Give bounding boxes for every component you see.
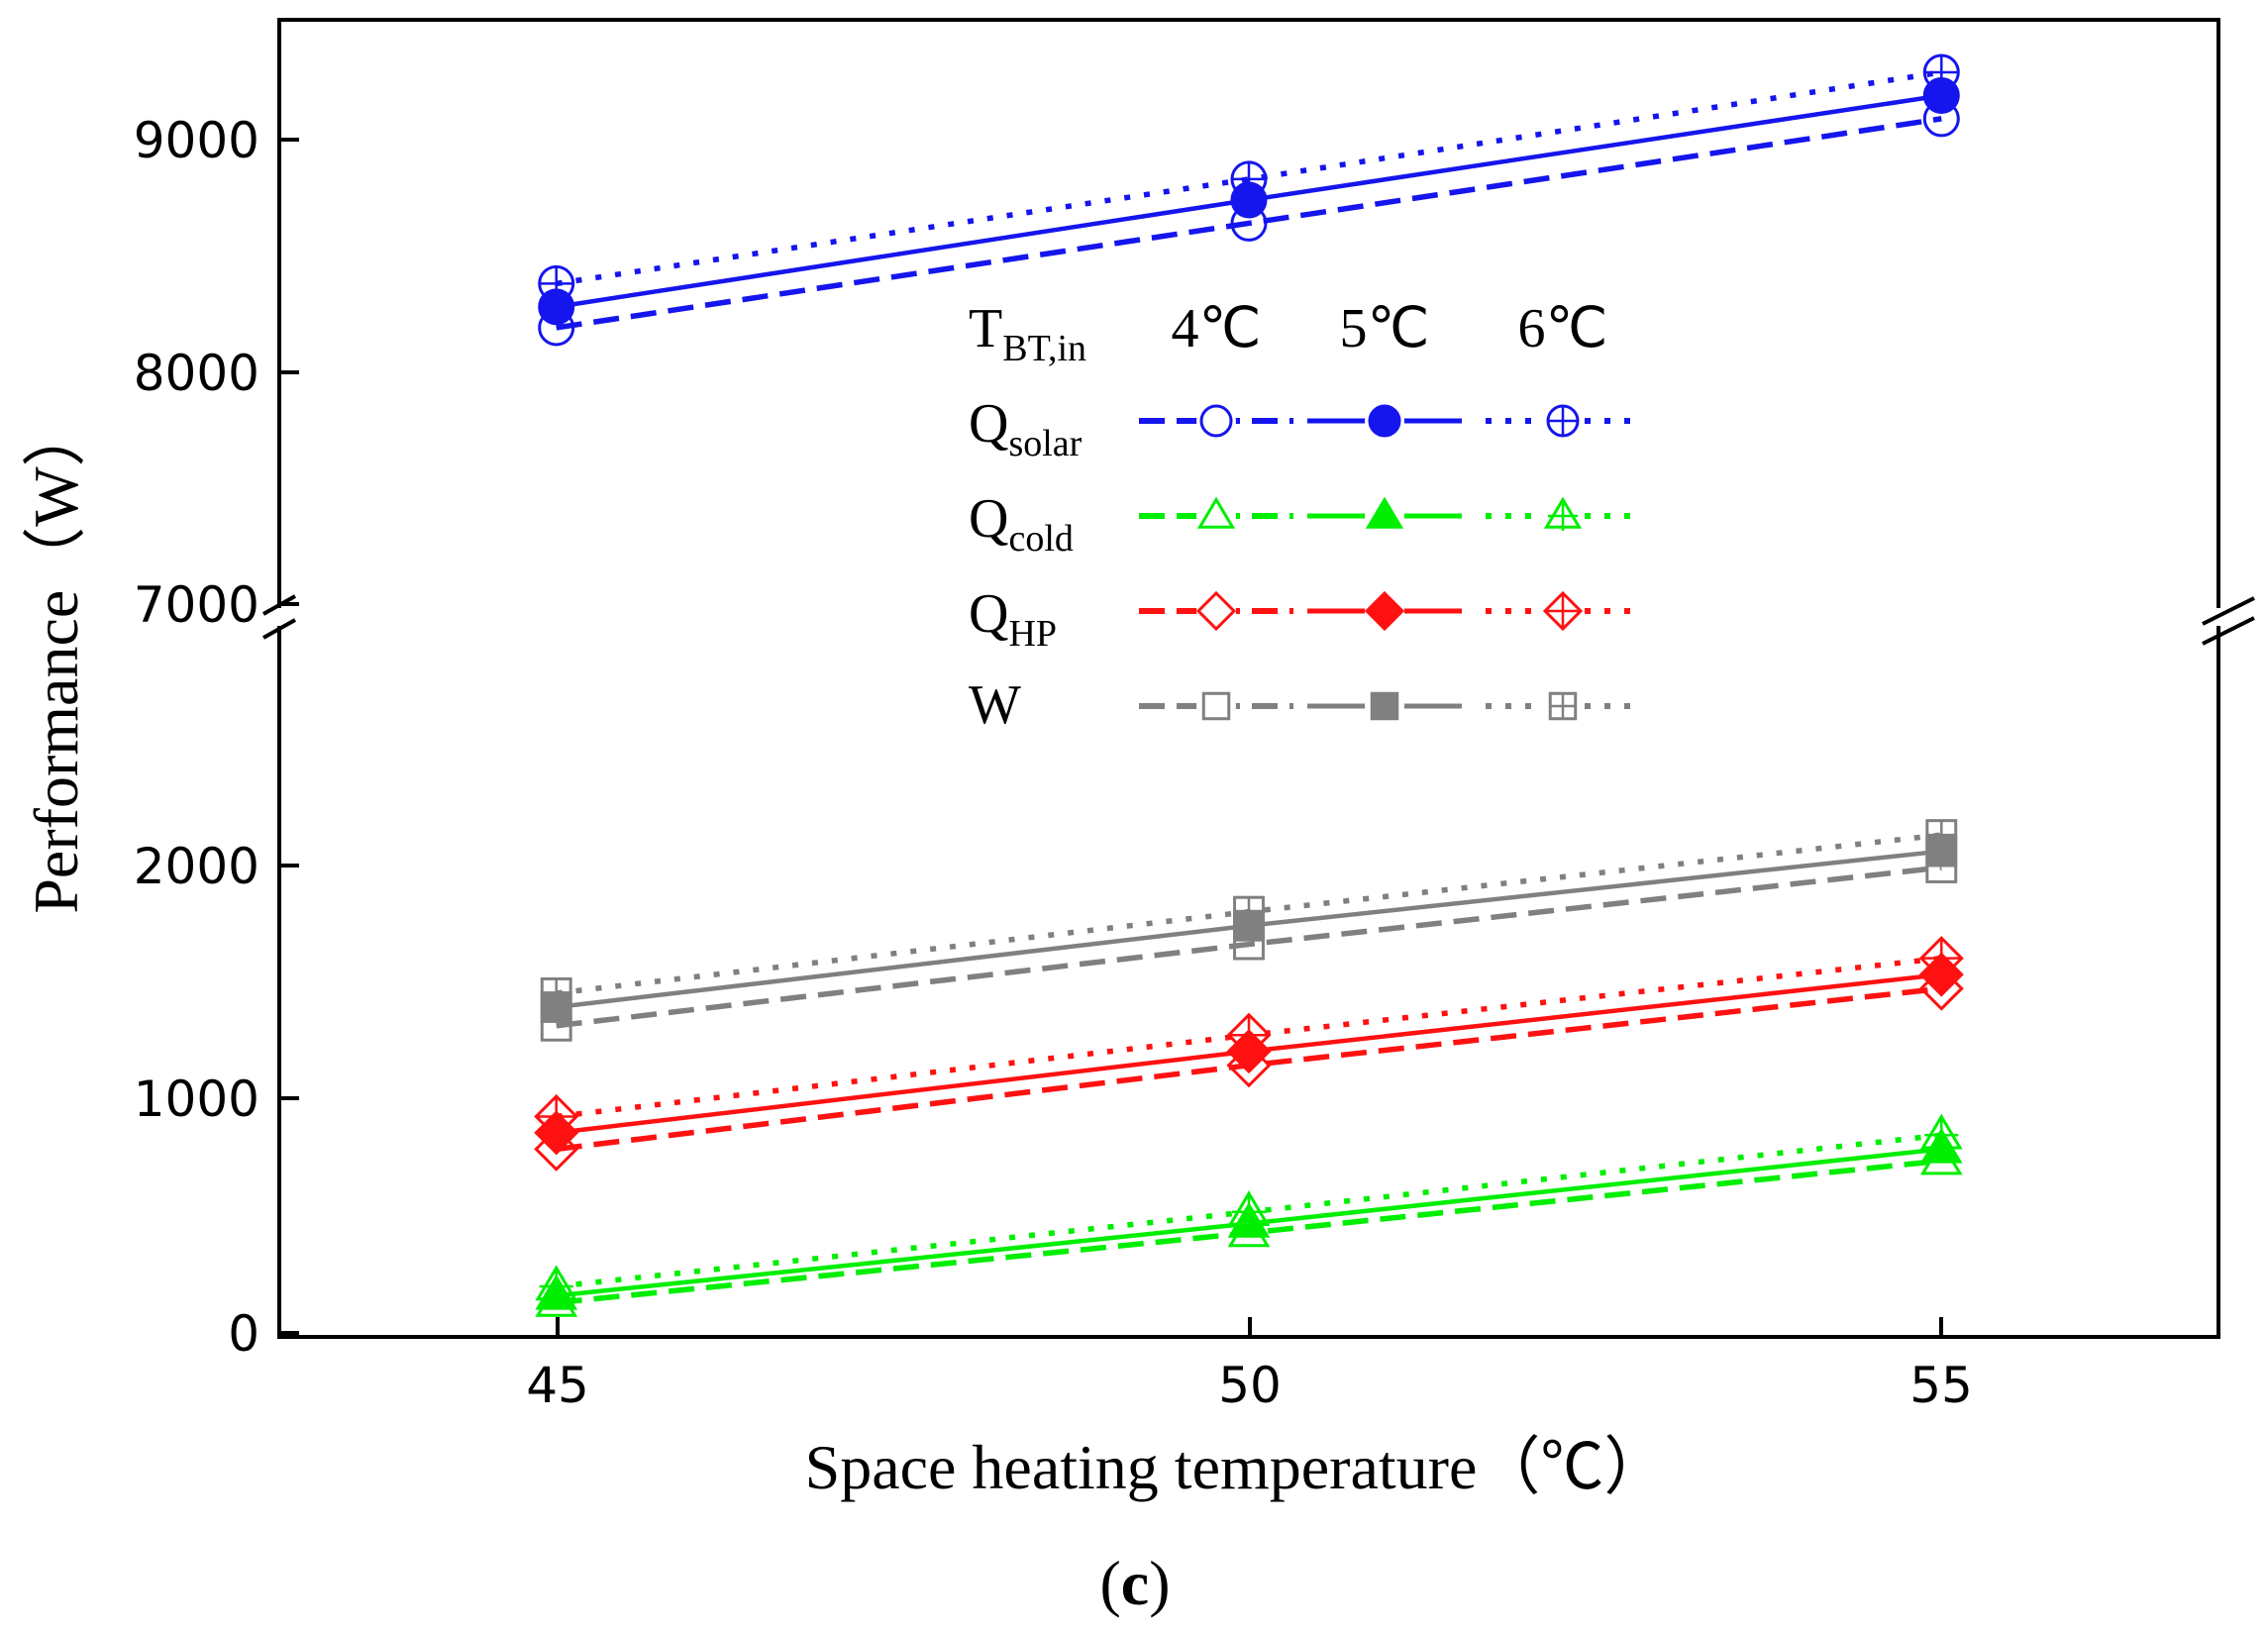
legend-label-q-solar: Qsolar: [969, 393, 1082, 464]
y-axis-ticks: 0 1000 2000 7000 8000 9000: [134, 112, 299, 1363]
legend-marker-backing: [1196, 686, 1236, 726]
x-axis-ticks: 45 50 55: [526, 1317, 1973, 1414]
y-tick-label: 7000: [134, 576, 259, 634]
legend-label-main: Q: [969, 583, 1008, 645]
right-break-slash-bottom: [2202, 616, 2255, 646]
y-tick-label: 0: [228, 1305, 259, 1363]
legend-marker: [1199, 404, 1233, 438]
y-axis-title: Performance（W）: [21, 403, 91, 913]
right-break-slash-top: [2202, 596, 2255, 626]
x-axis-title: Space heating temperature（℃）: [805, 1432, 1668, 1502]
legend-marker-backing: [1196, 591, 1236, 631]
x-tick-label: 55: [1909, 1357, 1973, 1414]
panel-label: (c): [1099, 1548, 1170, 1618]
legend-column-6c: 6℃: [1518, 298, 1608, 359]
legend-header-main: T: [969, 298, 1002, 359]
series-q-solar-dotted: [538, 53, 1960, 302]
y-tick-label: 8000: [134, 345, 259, 402]
legend-marker: [1201, 691, 1231, 721]
legend-marker: [1195, 590, 1237, 632]
y-tick-label: 9000: [134, 112, 259, 169]
series-q-hp-dotted: [534, 936, 1964, 1139]
legend-header: TBT,in: [969, 298, 1086, 369]
legend: TBT,in 4℃ 5℃ 6℃ Qsolar Qcold QHP W: [969, 298, 1640, 736]
legend-marker: [1370, 691, 1399, 721]
legend-label-main: W: [969, 674, 1021, 736]
series-line: [556, 865, 1942, 1029]
legend-label-w: W: [969, 674, 1021, 736]
legend-column-4c: 4℃: [1172, 298, 1262, 359]
legend-marker: [1365, 496, 1404, 529]
y-tick-label: 2000: [134, 838, 259, 895]
series-layer: [534, 53, 1964, 1317]
y-tick-label: 1000: [134, 1071, 259, 1128]
legend-label-sub: solar: [1008, 423, 1082, 464]
series-q-cold-dotted: [535, 1113, 1963, 1303]
series-w-dotted: [540, 819, 1958, 1009]
series-w-dashed: [540, 852, 1958, 1042]
series-line: [556, 116, 1942, 331]
legend-label-sub: cold: [1008, 518, 1073, 560]
x-tick-label: 45: [526, 1357, 589, 1414]
legend-label-main: Q: [969, 488, 1008, 550]
y-axis-break: [262, 594, 2255, 646]
legend-marker: [1364, 590, 1405, 632]
legend-symbols: [1139, 401, 1640, 726]
legend-marker: [1368, 404, 1401, 438]
legend-label-main: Q: [969, 393, 1008, 455]
x-tick-label: 50: [1218, 1357, 1282, 1414]
legend-label-sub: HP: [1008, 613, 1057, 655]
legend-label-q-hp: QHP: [969, 583, 1057, 655]
left-break-gap: [265, 608, 295, 626]
data-point-marker: [534, 1126, 579, 1172]
legend-label-q-cold: Qcold: [969, 488, 1074, 560]
legend-column-5c: 5℃: [1340, 298, 1430, 359]
left-break-slash-bottom: [262, 618, 296, 640]
panel-label-letter: c: [1121, 1548, 1149, 1618]
legend-marker: [1196, 496, 1236, 529]
legend-header-sub: BT,in: [1002, 328, 1086, 369]
